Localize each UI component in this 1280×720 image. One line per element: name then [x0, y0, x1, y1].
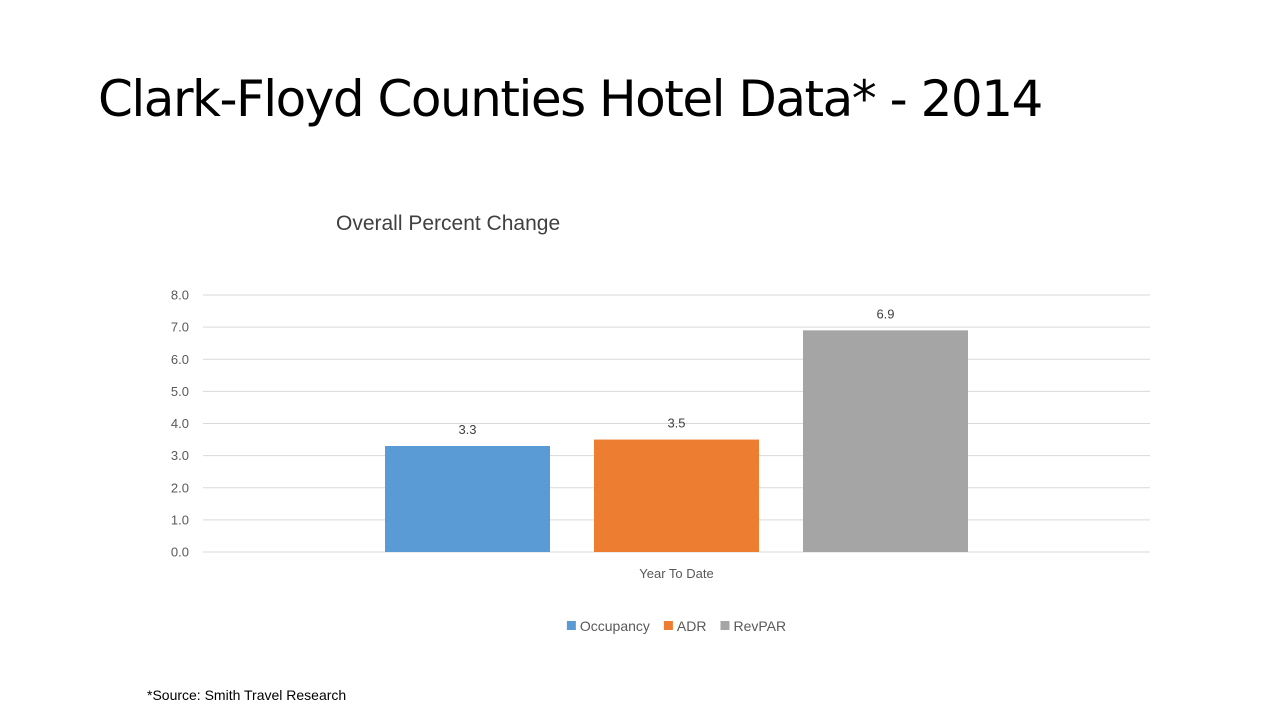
y-tick-label: 4.0 [171, 416, 189, 431]
y-tick-label: 2.0 [171, 480, 189, 495]
legend: Occupancy ADR RevPAR [566, 618, 786, 634]
legend-label-adr: ADR [677, 618, 707, 634]
legend-swatch-adr [663, 621, 673, 630]
y-tick-label: 3.0 [171, 448, 189, 463]
legend-swatch-occupancy [566, 621, 576, 630]
legend-swatch-revpar [720, 621, 730, 630]
bar-adr [594, 439, 759, 552]
y-tick-label: 7.0 [171, 320, 189, 335]
source-note: *Source: Smith Travel Research [147, 687, 347, 703]
data-label-revpar: 6.9 [876, 306, 894, 321]
y-tick-label: 5.0 [171, 384, 189, 399]
slide-title: Clark-Floyd Counties Hotel Data* - 2014 [98, 70, 1043, 128]
data-label-occupancy: 3.3 [458, 422, 476, 437]
bar-revpar [803, 330, 968, 552]
chart-title: Overall Percent Change [336, 212, 561, 235]
legend-label-occupancy: Occupancy [580, 618, 650, 634]
x-category-label: Year To Date [639, 566, 713, 581]
data-label-adr: 3.5 [667, 416, 685, 431]
y-tick-label: 1.0 [171, 512, 189, 527]
bar-occupancy [385, 445, 550, 552]
y-tick-label: 0.0 [171, 545, 189, 560]
legend-label-revpar: RevPAR [733, 618, 786, 634]
y-tick-label: 6.0 [171, 352, 189, 367]
y-tick-label: 8.0 [171, 288, 189, 303]
